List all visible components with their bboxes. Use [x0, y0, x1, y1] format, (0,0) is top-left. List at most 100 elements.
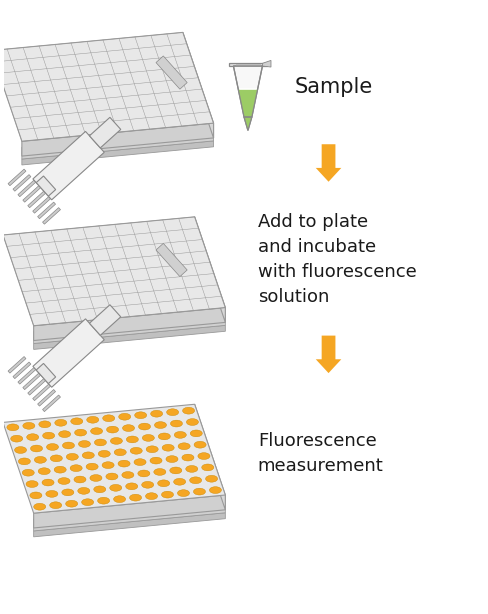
Polygon shape: [42, 395, 61, 411]
Polygon shape: [18, 180, 36, 196]
Polygon shape: [36, 176, 56, 196]
Ellipse shape: [26, 481, 38, 488]
Ellipse shape: [86, 463, 98, 470]
Ellipse shape: [106, 473, 118, 480]
Ellipse shape: [98, 451, 110, 457]
Ellipse shape: [145, 493, 157, 500]
Ellipse shape: [186, 419, 198, 426]
Ellipse shape: [190, 430, 202, 437]
Ellipse shape: [166, 409, 178, 416]
Ellipse shape: [106, 426, 119, 433]
Polygon shape: [183, 33, 213, 138]
Ellipse shape: [142, 435, 154, 441]
Ellipse shape: [174, 432, 186, 438]
Ellipse shape: [209, 487, 221, 494]
Ellipse shape: [122, 425, 134, 432]
Ellipse shape: [154, 422, 166, 429]
Polygon shape: [194, 217, 225, 322]
Polygon shape: [34, 319, 225, 343]
Ellipse shape: [66, 453, 78, 460]
Polygon shape: [315, 336, 341, 373]
Ellipse shape: [54, 466, 66, 473]
Ellipse shape: [34, 456, 46, 463]
Text: Fluorescence
measurement: Fluorescence measurement: [257, 432, 383, 475]
Ellipse shape: [23, 422, 35, 429]
Ellipse shape: [27, 433, 39, 441]
Polygon shape: [34, 507, 225, 531]
Ellipse shape: [170, 420, 182, 427]
Polygon shape: [33, 131, 104, 200]
Ellipse shape: [94, 439, 106, 446]
Ellipse shape: [55, 419, 67, 426]
Polygon shape: [34, 325, 225, 349]
Ellipse shape: [81, 499, 94, 505]
Ellipse shape: [161, 491, 173, 498]
Ellipse shape: [165, 456, 178, 462]
Polygon shape: [156, 56, 187, 89]
Ellipse shape: [189, 477, 201, 484]
Ellipse shape: [38, 468, 50, 475]
Polygon shape: [38, 389, 56, 406]
Ellipse shape: [146, 446, 158, 453]
Polygon shape: [244, 117, 251, 130]
Ellipse shape: [46, 443, 59, 451]
Polygon shape: [238, 89, 257, 117]
Ellipse shape: [86, 416, 99, 423]
Polygon shape: [34, 513, 225, 537]
Text: Add to plate
and incubate
with fluorescence
solution: Add to plate and incubate with fluoresce…: [257, 213, 416, 306]
Ellipse shape: [71, 418, 82, 425]
Ellipse shape: [11, 435, 23, 442]
Polygon shape: [13, 362, 31, 379]
Ellipse shape: [59, 431, 71, 438]
Ellipse shape: [58, 478, 70, 484]
Ellipse shape: [118, 460, 130, 467]
Ellipse shape: [50, 502, 61, 508]
Ellipse shape: [178, 443, 190, 449]
Ellipse shape: [150, 410, 163, 417]
Ellipse shape: [202, 464, 213, 471]
Polygon shape: [34, 308, 225, 341]
Polygon shape: [33, 319, 104, 387]
Ellipse shape: [157, 480, 169, 487]
Ellipse shape: [169, 467, 182, 474]
Polygon shape: [23, 185, 41, 202]
Ellipse shape: [193, 488, 205, 495]
Ellipse shape: [138, 423, 150, 430]
Ellipse shape: [138, 470, 150, 477]
Polygon shape: [42, 208, 61, 224]
Ellipse shape: [162, 445, 174, 451]
Polygon shape: [18, 368, 36, 384]
Ellipse shape: [82, 452, 94, 459]
Ellipse shape: [102, 415, 115, 422]
Polygon shape: [262, 60, 270, 67]
Polygon shape: [34, 501, 225, 525]
Ellipse shape: [142, 481, 153, 488]
Ellipse shape: [62, 442, 74, 449]
Ellipse shape: [173, 478, 185, 485]
Ellipse shape: [182, 454, 194, 461]
Ellipse shape: [22, 469, 34, 476]
Polygon shape: [34, 314, 225, 338]
Polygon shape: [8, 357, 26, 373]
Ellipse shape: [39, 421, 51, 428]
Ellipse shape: [134, 412, 146, 419]
Polygon shape: [194, 404, 225, 510]
Polygon shape: [13, 174, 31, 191]
Polygon shape: [233, 66, 262, 117]
Ellipse shape: [109, 484, 122, 491]
Ellipse shape: [7, 424, 19, 431]
Polygon shape: [8, 169, 26, 185]
Ellipse shape: [75, 429, 86, 436]
Polygon shape: [244, 117, 251, 130]
Polygon shape: [89, 117, 121, 148]
Polygon shape: [228, 63, 266, 66]
Ellipse shape: [94, 486, 105, 493]
Ellipse shape: [70, 465, 82, 472]
Polygon shape: [22, 141, 213, 165]
Polygon shape: [23, 373, 41, 390]
Polygon shape: [36, 363, 56, 384]
Ellipse shape: [122, 472, 134, 478]
Ellipse shape: [46, 491, 58, 497]
Ellipse shape: [114, 449, 126, 456]
Polygon shape: [34, 495, 225, 528]
